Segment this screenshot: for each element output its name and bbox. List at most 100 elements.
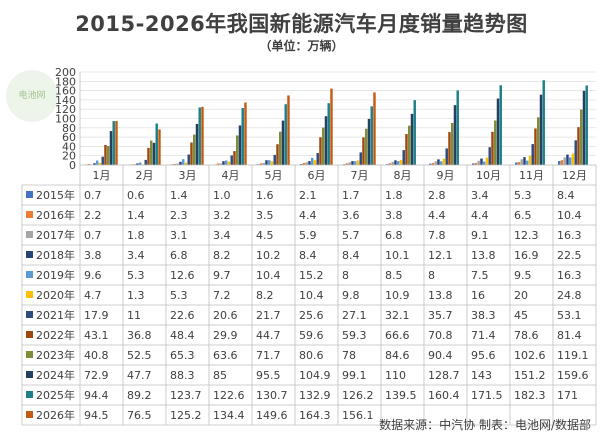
data-label: 104.9: [299, 369, 331, 382]
x-tick-label: 3月: [179, 169, 197, 182]
bar: [456, 90, 459, 165]
bar: [405, 134, 408, 165]
data-label: 143: [471, 369, 492, 382]
data-label: 0.7: [84, 189, 102, 202]
bar: [184, 162, 188, 165]
legend-swatch: [26, 231, 33, 238]
bar: [273, 154, 276, 165]
data-label: 36.8: [127, 329, 152, 342]
bar: [147, 147, 150, 165]
bar: [319, 137, 322, 165]
data-label: 5.3: [514, 189, 532, 202]
x-tick-label: 5月: [265, 169, 283, 182]
bar: [109, 131, 113, 165]
data-label: 119.1: [557, 349, 589, 362]
bar: [305, 162, 308, 165]
data-label: 125.2: [170, 409, 202, 422]
bar: [313, 160, 317, 165]
bar: [236, 135, 239, 165]
data-label: 53.1: [557, 309, 582, 322]
data-label: 1.8: [127, 229, 145, 242]
data-label: 0.7: [84, 229, 102, 242]
chart-title: 2015-2026年我国新能源汽车月度销量趋势图: [75, 12, 528, 36]
bar: [370, 106, 373, 165]
bar: [225, 160, 228, 165]
legend-label: 2016年: [36, 208, 75, 222]
bar: [270, 161, 274, 165]
bar: [193, 134, 196, 165]
bar: [477, 160, 480, 165]
data-label: 159.6: [557, 369, 589, 382]
legend-swatch: [26, 291, 33, 298]
bar: [413, 100, 416, 165]
data-label: 80.6: [299, 349, 324, 362]
bar: [101, 156, 104, 165]
bar: [517, 161, 521, 165]
bar: [359, 152, 362, 165]
data-label: 132.9: [299, 389, 331, 402]
bar: [241, 107, 244, 165]
y-tick-label: 60: [62, 131, 76, 144]
x-tick-label: 9月: [437, 169, 455, 182]
data-label: 35.7: [428, 309, 453, 322]
bar: [222, 161, 225, 165]
data-label: 8.2: [213, 249, 231, 262]
data-label: 3.1: [170, 229, 188, 242]
bar: [448, 132, 451, 165]
x-tick-label: 1月: [93, 169, 111, 182]
bar: [238, 125, 242, 165]
data-label: 16.9: [514, 249, 539, 262]
bar: [302, 162, 306, 165]
data-label: 4.7: [84, 289, 102, 302]
legend-label: 2020年: [36, 288, 75, 302]
data-label: 6.5: [514, 209, 532, 222]
bar: [531, 144, 534, 165]
data-label: 43.1: [84, 329, 109, 342]
bar: [537, 117, 540, 165]
bar: [485, 157, 489, 165]
data-label: 110: [385, 369, 406, 382]
bar: [345, 163, 349, 165]
bar: [580, 109, 583, 165]
legend-label: 2024年: [36, 368, 75, 382]
bar: [496, 98, 500, 165]
data-label: 17.9: [84, 309, 109, 322]
bar: [158, 129, 161, 165]
data-label: 81.4: [557, 329, 582, 342]
data-label: 12.3: [514, 229, 539, 242]
data-label: 76.5: [127, 409, 152, 422]
data-label: 78.6: [514, 329, 539, 342]
bar: [474, 162, 478, 165]
data-label: 71.4: [471, 329, 496, 342]
bar: [520, 159, 523, 165]
bar: [499, 85, 502, 165]
bar: [442, 158, 446, 165]
data-label: 22.6: [170, 309, 195, 322]
legend-swatch: [26, 311, 33, 318]
data-label: 134.4: [213, 409, 245, 422]
x-tick-label: 12月: [562, 169, 587, 182]
data-label: 5.3: [127, 269, 145, 282]
y-tick-label: 180: [55, 75, 76, 88]
data-label: 10.4: [557, 209, 582, 222]
data-label: 4.4: [471, 209, 489, 222]
y-tick-label: 100: [55, 113, 76, 126]
bar: [324, 116, 328, 165]
data-label: 12.6: [170, 269, 195, 282]
data-label: 89.2: [127, 389, 152, 402]
bar: [402, 150, 405, 165]
x-tick-label: 4月: [222, 169, 240, 182]
data-label: 10.4: [256, 269, 281, 282]
bar: [491, 131, 494, 165]
bar: [327, 103, 330, 165]
data-label: 10.1: [385, 249, 410, 262]
bar: [480, 158, 483, 165]
bar: [136, 163, 139, 165]
data-label: 1.8: [385, 189, 403, 202]
data-label: 3.4: [127, 249, 145, 262]
data-label: 149.6: [256, 409, 288, 422]
legend-label: 2025年: [36, 388, 75, 402]
bar: [144, 159, 147, 165]
y-tick-label: 0: [69, 159, 76, 172]
